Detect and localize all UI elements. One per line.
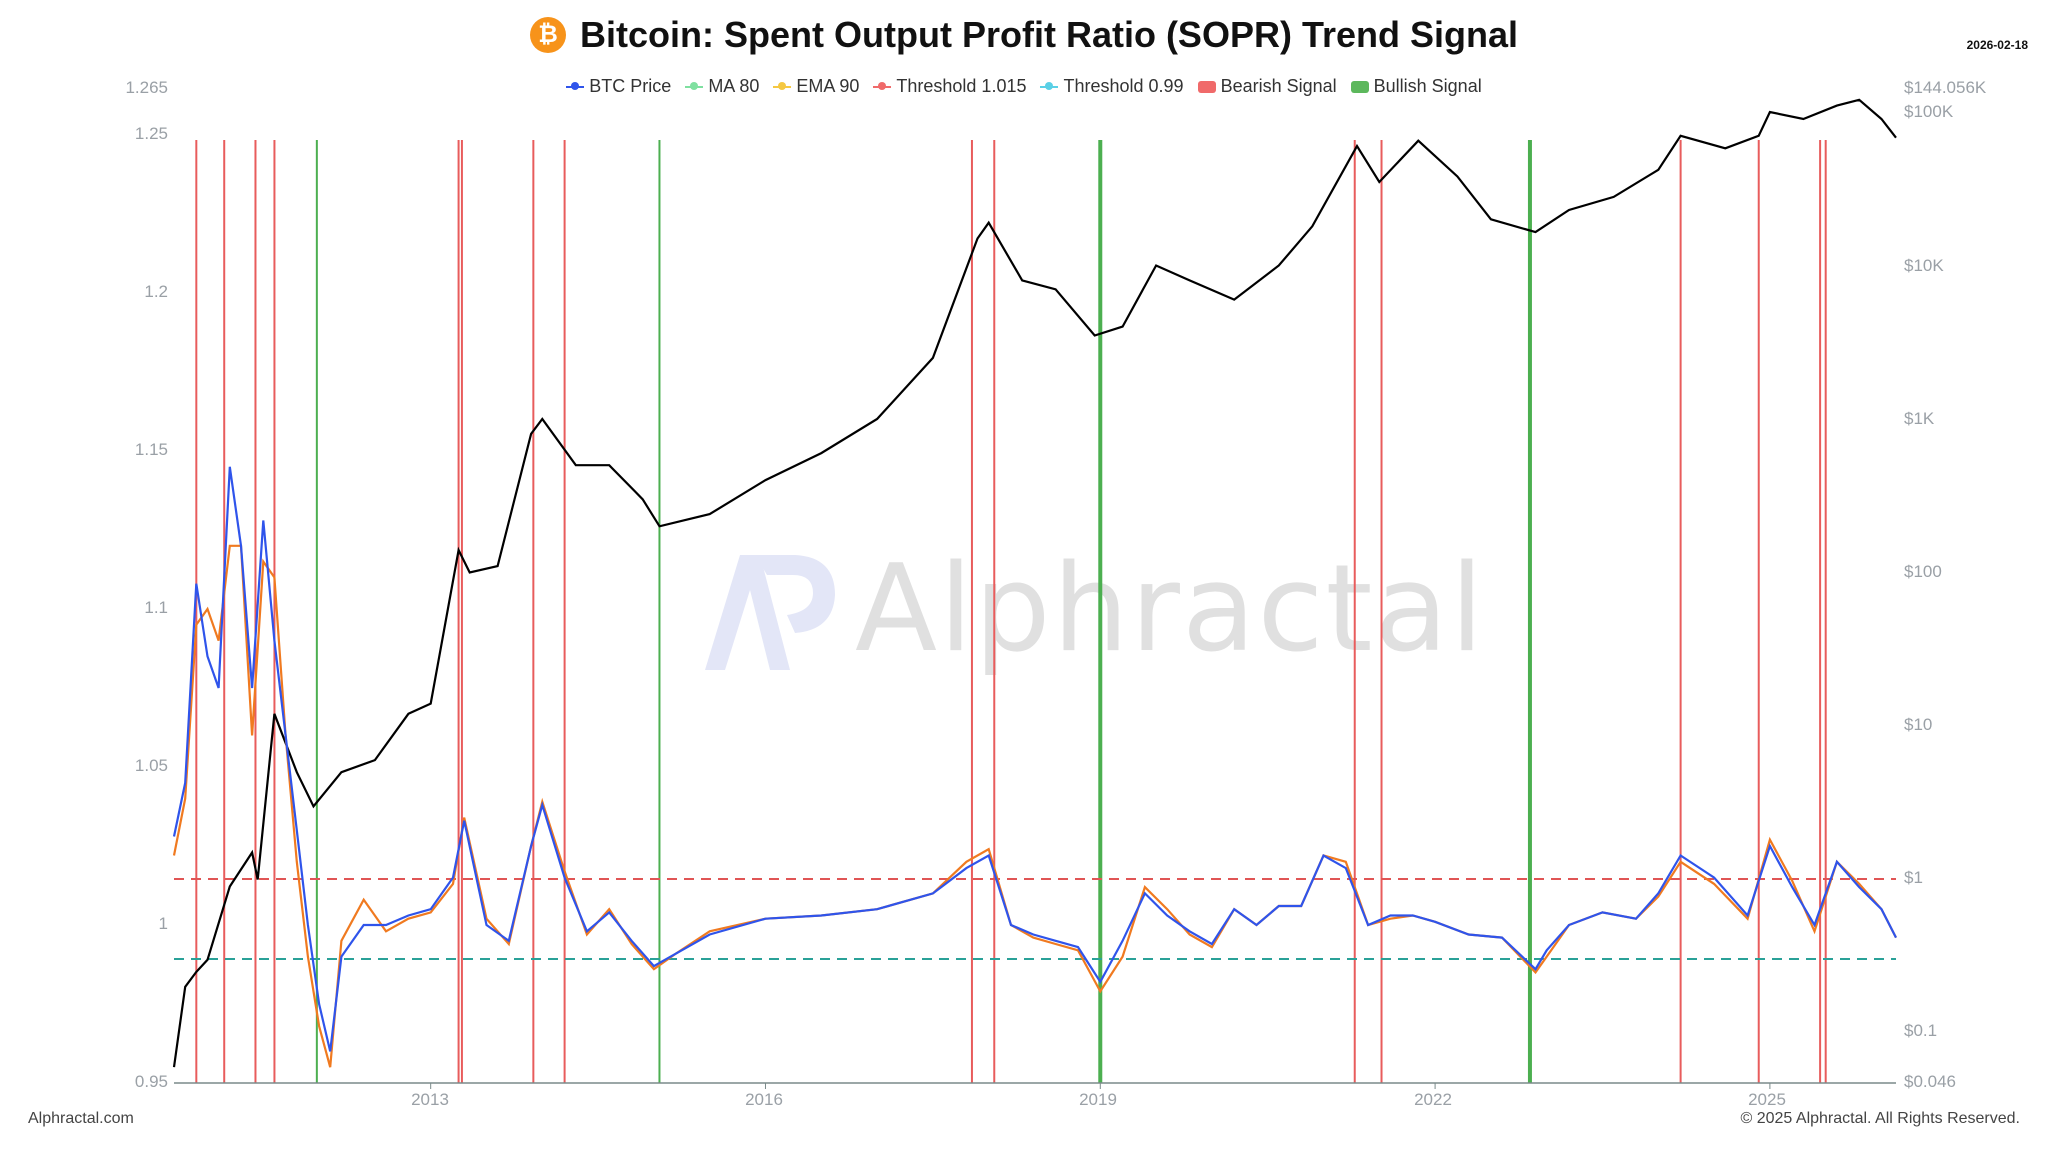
left-tick: 1.2: [144, 282, 168, 301]
x-tick: 2025: [1748, 1090, 1786, 1109]
watermark: Alphractal: [695, 540, 1485, 679]
x-tick: 2013: [411, 1090, 449, 1109]
chart-title: ₿ Bitcoin: Spent Output Profit Ratio (SO…: [0, 14, 2048, 56]
legend-item-ma80[interactable]: MA 80: [685, 76, 759, 97]
right-tick: $144.056K: [1904, 78, 1987, 97]
legend-box-icon: [1350, 80, 1369, 93]
signal-lines: [195, 140, 1827, 1083]
chart-date: 2026-02-18: [1966, 38, 2028, 52]
right-tick: $0.046: [1904, 1072, 1956, 1091]
chart-title-text: Bitcoin: Spent Output Profit Ratio (SOPR…: [580, 14, 1518, 55]
left-tick: 1.25: [134, 124, 168, 143]
right-tick: $1: [1904, 868, 1923, 887]
x-axis-ticks: [430, 1083, 1771, 1089]
right-tick: $0.1: [1904, 1021, 1938, 1040]
left-tick: 1.265: [125, 78, 168, 97]
legend-marker-icon: [685, 81, 704, 90]
left-tick: 1.15: [134, 440, 168, 459]
legend-marker-icon: [1040, 81, 1059, 90]
legend-item-threshold-1015[interactable]: Threshold 1.015: [873, 76, 1026, 97]
legend-item-btc-price[interactable]: BTC Price: [566, 76, 671, 97]
footer-copyright: © 2025 Alphractal. All Rights Reserved.: [1740, 1110, 2021, 1127]
legend-marker-icon: [566, 81, 585, 90]
right-tick: $1K: [1904, 409, 1935, 428]
legend-item-bearish-signal[interactable]: Bearish Signal: [1197, 76, 1337, 97]
legend: BTC Price MA 80 EMA 90 Threshold 1.015 T…: [0, 76, 2048, 97]
bitcoin-icon: ₿: [530, 17, 567, 53]
left-tick: 1.1: [144, 598, 168, 617]
right-tick: $10: [1904, 715, 1933, 734]
x-tick: 2016: [745, 1090, 783, 1109]
btc-price-line: [172, 98, 1897, 1068]
footer-site-link[interactable]: Alphractal.com: [28, 1110, 134, 1127]
legend-marker-icon: [773, 81, 792, 90]
left-tick: 1: [158, 914, 168, 933]
legend-marker-icon: [873, 81, 892, 90]
legend-item-bullish-signal[interactable]: Bullish Signal: [1350, 76, 1482, 97]
legend-box-icon: [1197, 80, 1216, 93]
alphractal-logo-icon: [705, 554, 835, 670]
legend-item-ema90[interactable]: EMA 90: [773, 76, 859, 97]
right-tick: $10K: [1904, 256, 1944, 275]
right-tick: $100K: [1904, 102, 1954, 121]
x-tick: 2019: [1079, 1090, 1117, 1109]
legend-item-threshold-099[interactable]: Threshold 0.99: [1040, 76, 1184, 97]
left-tick: 1.05: [134, 756, 168, 775]
x-tick: 2022: [1414, 1090, 1452, 1109]
ema90-line: [172, 544, 1897, 1068]
right-tick: $100: [1904, 562, 1942, 581]
ma80-line: [172, 466, 1897, 1052]
left-tick: 0.95: [134, 1072, 168, 1091]
